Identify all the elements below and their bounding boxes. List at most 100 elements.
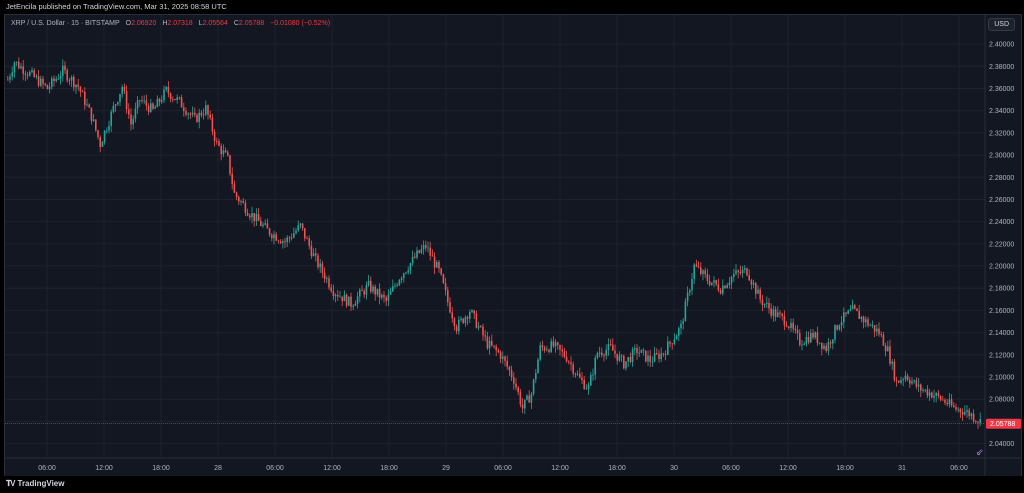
candle-body xyxy=(554,342,557,347)
candle-body xyxy=(15,61,18,63)
candle-body xyxy=(656,353,658,354)
candle-body xyxy=(363,290,365,295)
candle-body xyxy=(403,273,405,279)
candle-body xyxy=(722,285,724,294)
candle-body xyxy=(57,78,60,80)
candle-body xyxy=(799,333,801,345)
grid xyxy=(5,15,985,458)
low-label: L xyxy=(198,20,203,27)
candle-body xyxy=(579,373,581,378)
candle-body xyxy=(847,310,849,314)
candle-body xyxy=(491,340,493,346)
candle-body xyxy=(119,93,121,102)
candle-body xyxy=(816,332,819,344)
candle-body xyxy=(783,315,786,326)
candle-body xyxy=(262,224,264,226)
y-tick-label: 2.10000 xyxy=(989,374,1014,381)
candle-body xyxy=(244,202,247,213)
candle-body xyxy=(189,113,192,115)
candle-body xyxy=(724,285,726,289)
candle-body xyxy=(273,234,275,239)
x-tick-label: 06:00 xyxy=(950,465,968,472)
candle-body xyxy=(35,76,38,78)
candle-body xyxy=(497,350,500,353)
candle-body xyxy=(257,213,260,221)
candle-body xyxy=(396,285,398,286)
candle-body xyxy=(372,286,374,292)
candle-body xyxy=(55,78,57,81)
candle-body xyxy=(268,228,271,235)
x-tick-label: 12:00 xyxy=(551,465,569,472)
y-tick-label: 2.24000 xyxy=(989,219,1014,226)
candle-body xyxy=(103,130,106,143)
high-value: 2.07318 xyxy=(167,20,193,27)
candle-body xyxy=(475,313,478,328)
currency-button[interactable]: USD xyxy=(988,18,1015,31)
candle-body xyxy=(570,362,572,365)
candle-body xyxy=(638,352,640,354)
candle-body xyxy=(526,395,528,400)
candle-body xyxy=(948,399,951,405)
candle-body xyxy=(647,355,649,362)
candle-body xyxy=(451,312,453,319)
candle-body xyxy=(535,373,537,380)
candle-body xyxy=(51,78,53,87)
candle-body xyxy=(348,296,350,306)
candle-body xyxy=(634,348,636,350)
candle-body xyxy=(22,66,24,74)
candle-body xyxy=(229,155,231,174)
candle-body xyxy=(312,253,315,257)
candle-body xyxy=(510,370,513,378)
candle-body xyxy=(354,303,357,306)
candle-body xyxy=(110,111,112,126)
candle-body xyxy=(378,288,381,298)
candle-body xyxy=(649,355,651,363)
candle-body xyxy=(75,84,77,88)
candle-body xyxy=(447,290,449,302)
footer: 𝐓V TradingView xyxy=(0,476,1024,493)
candle-body xyxy=(147,105,150,112)
candle-body xyxy=(139,100,141,102)
y-tick-label: 2.36000 xyxy=(989,86,1014,93)
candle-body xyxy=(854,305,856,309)
candle-body xyxy=(407,270,409,273)
candle-body xyxy=(90,107,93,121)
candle-body xyxy=(779,312,781,314)
candle-body xyxy=(337,294,339,297)
candle-body xyxy=(891,361,893,364)
x-tick-label: 18:00 xyxy=(608,465,626,472)
chart-pane[interactable]: 2.40000 2.38000 2.36000 2.34000 2.32000 2.300… xyxy=(4,14,1022,478)
candle-body xyxy=(557,342,559,346)
candle-body xyxy=(682,321,684,324)
candle-body xyxy=(117,101,119,105)
candle-body xyxy=(592,374,594,376)
candle-body xyxy=(209,114,211,118)
candle-body xyxy=(370,280,372,292)
candle-body xyxy=(73,76,75,88)
candle-body xyxy=(746,268,748,276)
candle-body xyxy=(623,355,625,369)
candle-body xyxy=(684,301,687,322)
candle-body xyxy=(121,86,123,94)
scroll-to-realtime-icon[interactable]: ⇙ xyxy=(976,448,984,458)
y-tick-label: 2.18000 xyxy=(989,286,1014,293)
low-value: 2.05564 xyxy=(202,20,228,27)
tradingview-logo[interactable]: 𝐓V TradingView xyxy=(6,479,64,489)
candle-body xyxy=(37,76,40,86)
candle-body xyxy=(913,380,915,382)
candle-body xyxy=(906,375,909,381)
candle-body xyxy=(777,312,779,317)
candle-body xyxy=(576,373,579,375)
candlestick-chart[interactable]: 2.40000 2.38000 2.36000 2.34000 2.32000 2.300… xyxy=(5,15,1021,477)
x-tick-label: 31 xyxy=(898,465,906,472)
candle-body xyxy=(506,360,508,367)
candle-body xyxy=(150,103,152,112)
x-tick-label: 06:00 xyxy=(722,465,740,472)
candle-body xyxy=(20,66,22,69)
candle-body xyxy=(196,114,198,122)
candle-body xyxy=(937,393,940,396)
candle-body xyxy=(46,84,49,90)
x-tick-label: 12:00 xyxy=(95,465,113,472)
candle-body xyxy=(944,399,946,403)
candle-body xyxy=(288,237,291,239)
